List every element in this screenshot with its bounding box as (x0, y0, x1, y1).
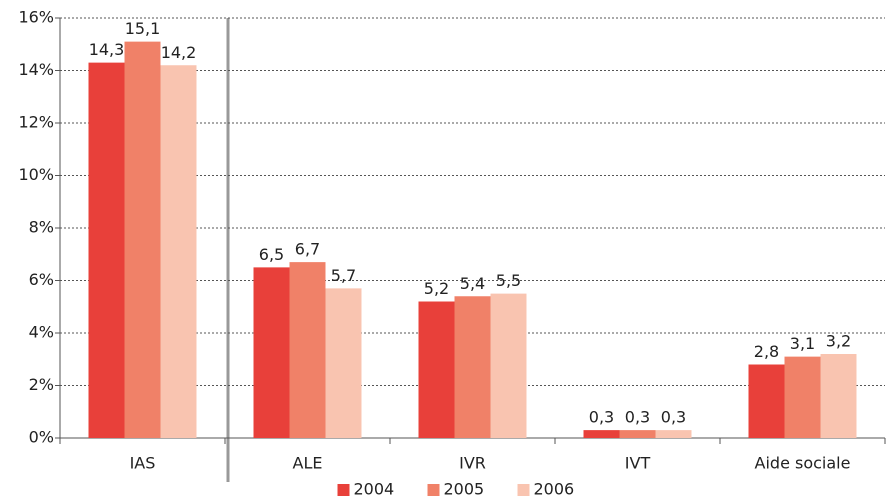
y-tick-label: 14% (18, 60, 54, 79)
legend-label: 2006 (534, 480, 575, 499)
bar (490, 293, 527, 438)
value-label: 14,2 (161, 43, 197, 62)
bar (289, 262, 326, 438)
y-tick-label: 4% (29, 323, 54, 342)
y-tick-label: 12% (18, 113, 54, 132)
legend-label: 2005 (444, 480, 485, 499)
x-tick-label: IVT (625, 454, 651, 473)
value-label: 0,3 (625, 408, 650, 427)
bar (124, 41, 161, 438)
x-tick-label: ALE (293, 454, 323, 473)
value-label: 2,8 (754, 342, 779, 361)
x-tick-label: IAS (130, 454, 156, 473)
value-label: 14,3 (89, 40, 125, 59)
y-tick-label: 16% (18, 8, 54, 27)
y-tick-label: 6% (29, 270, 54, 289)
bar (88, 62, 125, 438)
legend-label: 2004 (354, 480, 395, 499)
y-tick-label: 8% (29, 218, 54, 237)
bar (619, 430, 656, 438)
value-label: 0,3 (589, 408, 614, 427)
bar (253, 267, 290, 438)
value-label: 0,3 (661, 408, 686, 427)
legend-swatch (427, 484, 440, 496)
bar (325, 288, 362, 438)
bar (583, 430, 620, 438)
legend-swatch (337, 484, 350, 496)
bar (454, 296, 491, 438)
value-label: 6,5 (259, 245, 284, 264)
y-tick-label: 2% (29, 375, 54, 394)
x-tick-label: Aide sociale (755, 454, 851, 473)
bar (784, 356, 821, 438)
value-label: 5,7 (331, 266, 356, 285)
value-label: 6,7 (295, 240, 320, 259)
legend-swatch (517, 484, 530, 496)
y-tick-label: 10% (18, 165, 54, 184)
value-label: 5,2 (424, 279, 449, 298)
bar (820, 354, 857, 438)
value-label: 15,1 (125, 19, 161, 38)
bar (418, 301, 455, 438)
x-tick-label: IVR (459, 454, 486, 473)
y-tick-label: 0% (29, 428, 54, 447)
value-label: 5,5 (496, 271, 521, 290)
value-label: 3,1 (790, 334, 815, 353)
bar (748, 364, 785, 438)
value-label: 3,2 (826, 332, 851, 351)
bar (160, 65, 197, 438)
bar (655, 430, 692, 438)
value-label: 5,4 (460, 274, 485, 293)
